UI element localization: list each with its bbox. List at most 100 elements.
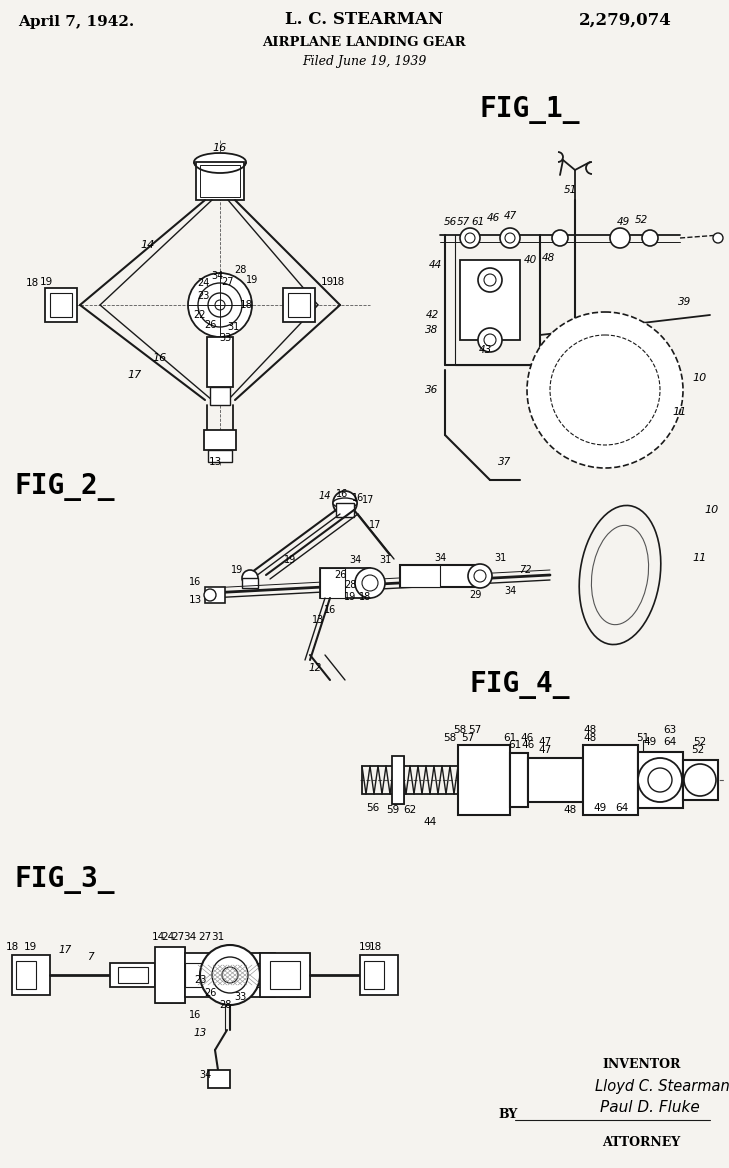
Circle shape — [638, 758, 682, 802]
Text: 24: 24 — [161, 932, 175, 943]
Circle shape — [642, 230, 658, 246]
Circle shape — [212, 957, 248, 993]
Text: 34: 34 — [184, 932, 197, 943]
Text: 64: 64 — [663, 737, 677, 748]
Circle shape — [333, 491, 357, 515]
Text: 52: 52 — [693, 737, 706, 748]
Text: 19: 19 — [320, 277, 334, 287]
Circle shape — [242, 570, 258, 586]
Text: 16: 16 — [153, 353, 167, 363]
Text: 31: 31 — [494, 552, 506, 563]
Bar — [283, 288, 315, 322]
Text: 31: 31 — [211, 932, 225, 943]
Text: FIG_4_: FIG_4_ — [469, 670, 570, 698]
Bar — [336, 503, 354, 517]
Circle shape — [610, 228, 630, 248]
Text: 13: 13 — [193, 1028, 206, 1038]
Bar — [196, 162, 244, 200]
Bar — [155, 947, 185, 1003]
Bar — [638, 752, 683, 808]
Text: 10: 10 — [693, 373, 707, 383]
Text: 37: 37 — [499, 457, 512, 467]
Bar — [208, 1070, 230, 1089]
Text: 17: 17 — [128, 370, 142, 380]
Text: April 7, 1942.: April 7, 1942. — [18, 15, 134, 29]
Bar — [155, 947, 185, 1003]
Text: 44: 44 — [424, 816, 437, 827]
Bar — [185, 953, 275, 997]
Text: 10: 10 — [705, 505, 719, 515]
Text: 19: 19 — [284, 555, 296, 565]
Circle shape — [215, 300, 225, 310]
Bar — [110, 962, 155, 987]
Text: AIRPLANE LANDING GEAR: AIRPLANE LANDING GEAR — [262, 35, 466, 49]
Bar — [400, 565, 480, 588]
Bar — [204, 430, 236, 450]
Bar — [50, 293, 72, 317]
Text: INVENTOR: INVENTOR — [602, 1058, 680, 1071]
Bar — [242, 578, 258, 588]
Text: 42: 42 — [426, 310, 439, 320]
Bar — [270, 961, 300, 989]
Circle shape — [478, 328, 502, 352]
Text: 13: 13 — [188, 595, 202, 605]
Text: 57: 57 — [468, 725, 482, 735]
Text: 18: 18 — [332, 277, 345, 287]
Text: 18: 18 — [239, 300, 253, 310]
Bar — [460, 260, 520, 340]
Bar — [364, 961, 384, 989]
Text: 61: 61 — [508, 741, 522, 750]
Text: 46: 46 — [486, 213, 499, 223]
Bar — [260, 953, 310, 997]
Text: Filed June 19, 1939: Filed June 19, 1939 — [302, 56, 426, 69]
Text: 47: 47 — [504, 211, 517, 221]
Text: 58: 58 — [453, 725, 467, 735]
Text: 46: 46 — [521, 734, 534, 743]
Text: 64: 64 — [615, 804, 628, 813]
Circle shape — [208, 293, 232, 317]
Text: 17: 17 — [369, 520, 381, 530]
Text: 48: 48 — [542, 253, 555, 263]
Text: ATTORNEY: ATTORNEY — [602, 1135, 680, 1148]
Text: 62: 62 — [403, 805, 417, 815]
Bar — [510, 753, 528, 807]
Text: 40: 40 — [523, 255, 537, 265]
Text: Lloyd C. Stearman: Lloyd C. Stearman — [595, 1079, 729, 1094]
Bar — [118, 967, 148, 983]
Text: 48: 48 — [564, 805, 577, 815]
Text: 51: 51 — [564, 185, 577, 195]
Circle shape — [478, 267, 502, 292]
Text: 16: 16 — [324, 605, 336, 616]
Text: 63: 63 — [663, 725, 677, 735]
Circle shape — [222, 967, 238, 983]
Text: 13: 13 — [312, 616, 324, 625]
Text: 31: 31 — [227, 322, 239, 332]
Circle shape — [460, 228, 480, 248]
Text: 49: 49 — [644, 737, 657, 748]
Bar — [458, 745, 510, 815]
Text: 39: 39 — [679, 297, 692, 307]
Text: 19: 19 — [246, 274, 258, 285]
Text: 16: 16 — [352, 493, 364, 503]
Text: 7: 7 — [87, 952, 93, 962]
Bar — [510, 753, 528, 807]
Text: 28: 28 — [344, 580, 356, 590]
Text: 58: 58 — [443, 734, 456, 743]
Text: FIG_3_: FIG_3_ — [15, 865, 115, 894]
Circle shape — [355, 568, 385, 598]
Text: 36: 36 — [426, 385, 439, 395]
Text: 33: 33 — [234, 992, 246, 1002]
Text: 22: 22 — [194, 310, 206, 320]
Circle shape — [200, 945, 260, 1004]
Circle shape — [188, 273, 252, 338]
Bar — [288, 293, 310, 317]
Bar — [210, 387, 230, 405]
Text: 49: 49 — [593, 804, 607, 813]
Bar — [12, 955, 50, 995]
Text: 18: 18 — [368, 943, 381, 952]
Text: 11: 11 — [673, 406, 687, 417]
Text: 56: 56 — [443, 217, 456, 227]
Text: 28: 28 — [219, 1000, 231, 1010]
Text: 31: 31 — [379, 555, 391, 565]
Text: 56: 56 — [367, 804, 380, 813]
